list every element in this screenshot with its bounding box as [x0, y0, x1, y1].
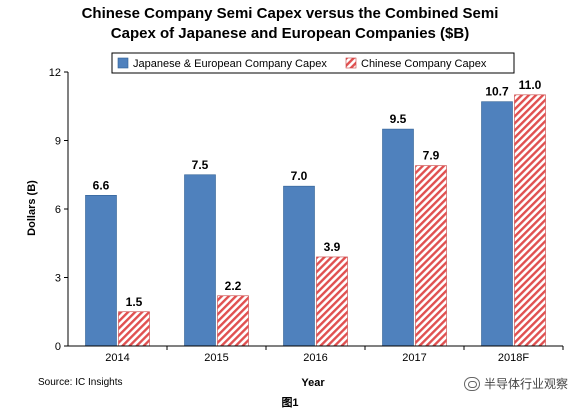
source-note: Source: IC Insights [38, 377, 123, 388]
bars [85, 94, 546, 347]
chart-title-line2: Capex of Japanese and European Companies… [110, 25, 470, 42]
bar-chinese-2018F [514, 94, 546, 347]
legend-label-chinese: Chinese Company Capex [361, 58, 487, 70]
legend-box [111, 52, 515, 74]
y-tick-label: 12 [49, 67, 61, 79]
y-axis-label: Dollars (B) [26, 180, 38, 236]
x-tick-label: 2015 [204, 352, 228, 364]
bar-japanese-european-2017 [382, 128, 414, 347]
chart-title-line1: Chinese Company Semi Capex versus the Co… [81, 5, 499, 22]
y-tick-label: 9 [55, 136, 61, 148]
data-label-japanese-european-2017: 9.5 [390, 112, 407, 126]
bar-japanese-european-2015 [184, 174, 216, 347]
x-tick-label: 2017 [402, 352, 426, 364]
bar-chinese-2016 [316, 256, 348, 347]
x-tick-label: 2018F [498, 352, 529, 364]
x-tick-label: 2016 [303, 352, 327, 364]
data-label-japanese-european-2016: 7.0 [291, 169, 308, 183]
legend-swatch-chinese [345, 57, 357, 69]
x-tick-label: 2014 [105, 352, 129, 364]
legend-label-japanese-european: Japanese & European Company Capex [133, 58, 327, 70]
legend: Japanese & European Company Capex Chines… [111, 52, 515, 74]
axes: 0 3 6 9 12 2014 2015 2016 2017 2018F [49, 67, 564, 364]
data-label-japanese-european-2015: 7.5 [192, 158, 209, 172]
data-label-japanese-european-2018F: 10.7 [485, 85, 509, 99]
data-label-chinese-2014: 1.5 [126, 295, 143, 309]
data-labels: 6.6 1.5 7.5 2.2 7.0 3.9 9.5 7.9 10.7 11.0 [93, 78, 542, 309]
bar-japanese-european-2014 [85, 195, 117, 347]
data-label-japanese-european-2014: 6.6 [93, 178, 110, 192]
data-label-chinese-2018F: 11.0 [519, 78, 542, 92]
bar-japanese-european-2016 [283, 185, 315, 347]
watermark-text: 半导体行业观察 [484, 377, 569, 391]
figure-caption: 图1 [281, 397, 299, 409]
bar-chinese-2017 [415, 165, 447, 347]
watermark: 半导体行业观察 [464, 375, 568, 392]
data-label-chinese-2015: 2.2 [225, 279, 242, 293]
x-axis-label: Year [301, 377, 325, 389]
data-label-chinese-2017: 7.9 [423, 149, 440, 163]
bar-japanese-european-2018F [481, 101, 513, 347]
y-tick-label: 0 [55, 341, 61, 353]
y-tick-label: 3 [55, 273, 61, 285]
legend-swatch-japanese-european [117, 57, 129, 69]
y-tick-label: 6 [55, 204, 61, 216]
bar-chinese-2014 [118, 311, 150, 347]
data-label-chinese-2016: 3.9 [324, 240, 341, 254]
bar-chinese-2015 [217, 295, 249, 347]
wechat-icon [464, 376, 480, 391]
